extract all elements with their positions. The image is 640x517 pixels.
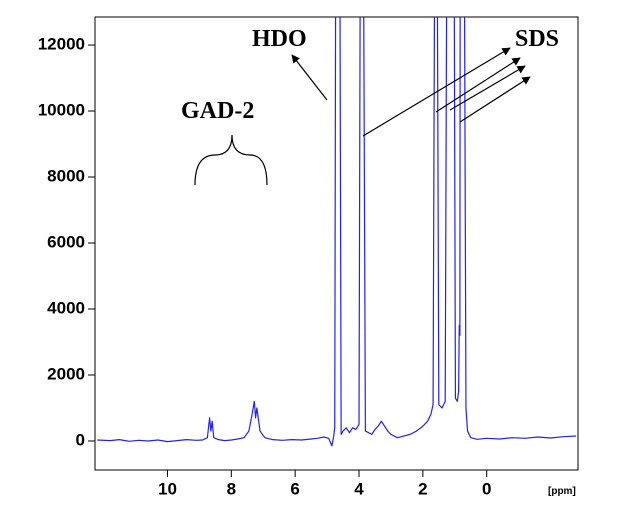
y-tick-label: 6000 <box>47 232 85 251</box>
y-tick-label: 8000 <box>47 167 85 186</box>
annotation: GAD-2 <box>181 98 254 124</box>
x-axis-label: [ppm] <box>548 486 576 497</box>
plot-frame <box>94 16 579 471</box>
y-tick-label: 0 <box>76 430 85 449</box>
arrow <box>449 65 526 111</box>
arrow <box>362 47 511 137</box>
brace <box>194 134 268 186</box>
annotation: SDS <box>515 26 559 52</box>
x-tick-label: 4 <box>354 479 364 498</box>
y-tick-label: 10000 <box>38 101 85 120</box>
y-tick-label: 12000 <box>38 35 85 54</box>
arrow <box>291 54 328 101</box>
x-tick-label: 8 <box>227 479 236 498</box>
arrows <box>194 47 531 186</box>
x-tick-label: 2 <box>418 479 427 498</box>
y-tick-label: 2000 <box>47 364 85 383</box>
y-tick-label: 4000 <box>47 298 85 317</box>
x-tick-label: 6 <box>290 479 299 498</box>
arrow <box>459 76 531 123</box>
arrow <box>435 57 521 113</box>
x-tick-label: 10 <box>158 479 177 498</box>
spectrum-line <box>97 17 577 447</box>
x-tick-label: 0 <box>482 479 491 498</box>
annotation: HDO <box>252 26 307 52</box>
